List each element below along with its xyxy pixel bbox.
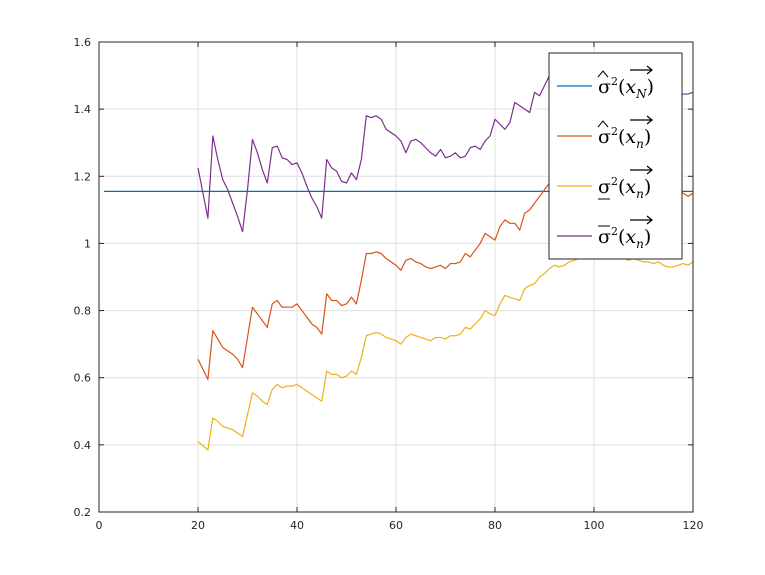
legend-box: [548, 52, 683, 260]
y-tick-label: 1.6: [74, 36, 92, 49]
x-tick-label: 60: [389, 519, 403, 532]
legend-entry-1: σ2(xN): [557, 65, 654, 101]
legend-entry-3: σ2(xn): [557, 165, 653, 201]
x-tick-label: 80: [488, 519, 502, 532]
x-tick-label: 20: [191, 519, 205, 532]
legend: σ2(xN) σ2(xn) σ2(xn) σ2(xn): [548, 52, 683, 260]
svg-text:σ2(xn): σ2(xn): [598, 125, 651, 151]
legend-entry-2: σ2(xn): [557, 115, 653, 151]
x-tick-label: 100: [584, 519, 605, 532]
y-tick-label: 1.2: [74, 170, 92, 183]
svg-text:σ2(xN): σ2(xN): [598, 75, 654, 101]
legend-entry-4: σ2(xn): [557, 215, 653, 251]
axes: 0 20 40 60 80 100 120 0.2 0.4 0.6 0.8 1 1.2 1.4 1.6: [74, 36, 704, 532]
svg-text:σ2(xn): σ2(xn): [598, 175, 651, 201]
y-tick-label: 0.4: [74, 439, 92, 452]
svg-text:σ2(xn): σ2(xn): [598, 225, 651, 251]
y-tick-label: 1.4: [74, 103, 92, 116]
x-tick-label: 0: [96, 519, 103, 532]
x-tick-label: 120: [683, 519, 704, 532]
y-tick-label: 0.8: [74, 305, 92, 318]
y-tick-label: 0.6: [74, 372, 92, 385]
y-tick-label: 1: [84, 237, 91, 250]
y-tick-label: 0.2: [74, 506, 92, 519]
x-tick-label: 40: [290, 519, 304, 532]
